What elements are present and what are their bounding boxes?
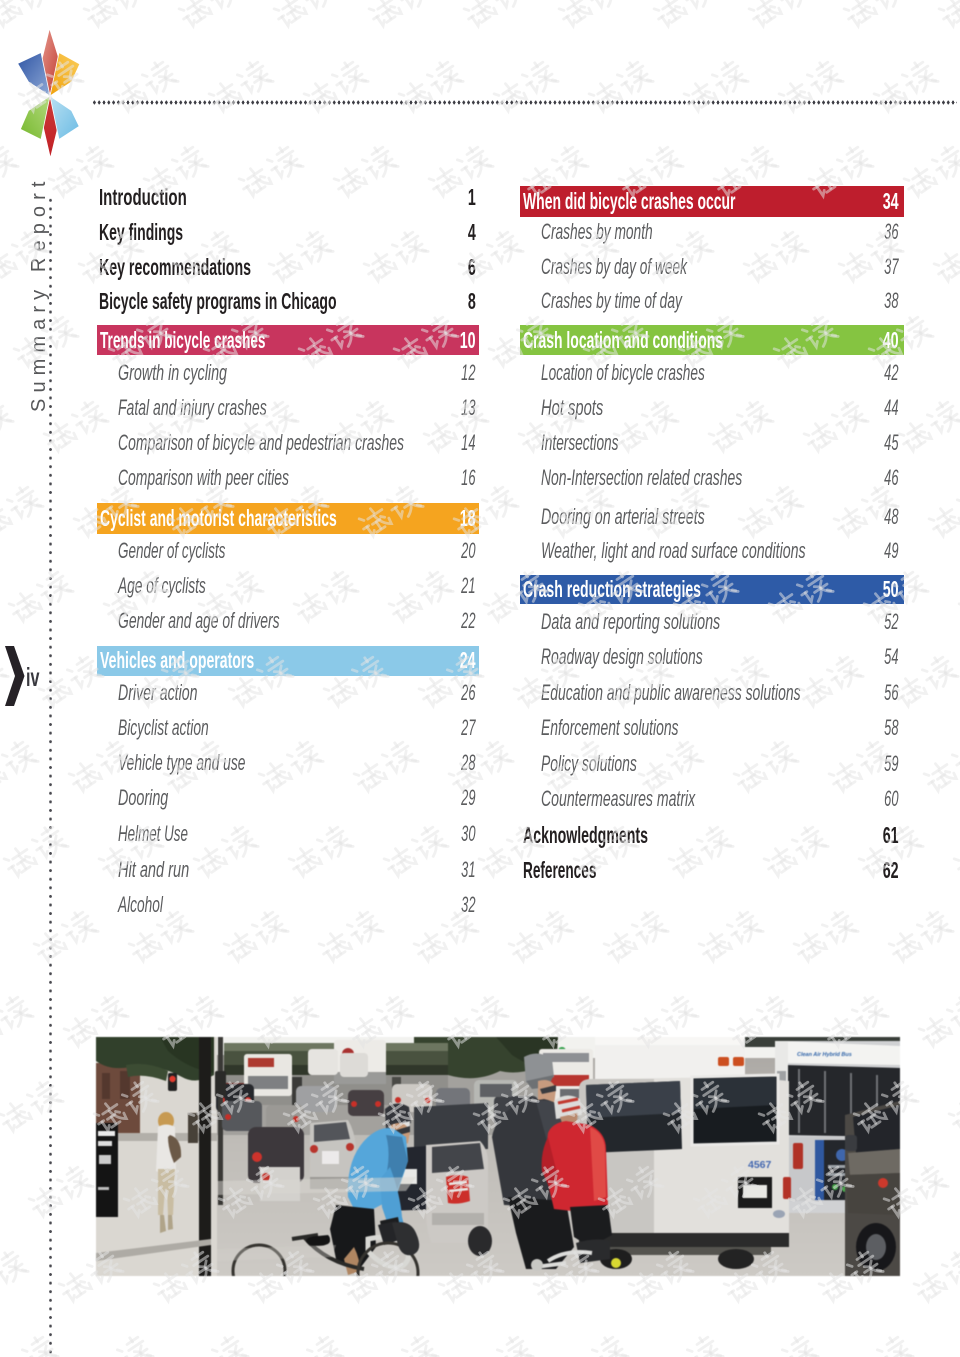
svg-text:4567: 4567	[748, 1159, 772, 1171]
svg-text:Clean Air Hybrid Bus: Clean Air Hybrid Bus	[797, 1052, 852, 1058]
